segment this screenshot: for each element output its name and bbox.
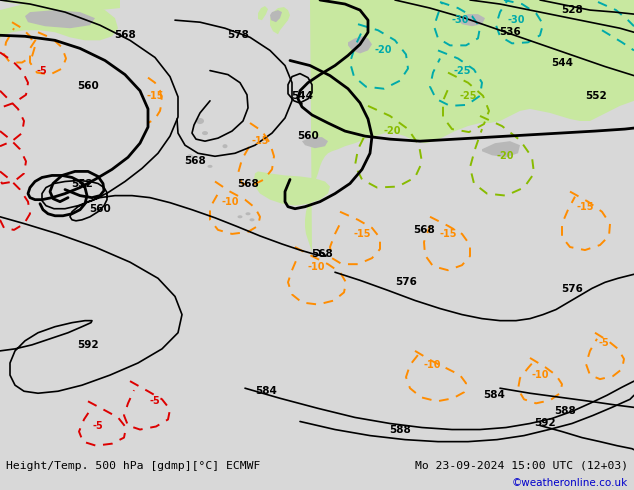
Polygon shape <box>25 10 95 28</box>
Text: 584: 584 <box>255 386 277 396</box>
Ellipse shape <box>196 118 204 124</box>
Text: 576: 576 <box>395 277 417 287</box>
Polygon shape <box>348 36 372 53</box>
Text: -25: -25 <box>459 91 477 101</box>
Text: -20: -20 <box>496 151 514 161</box>
Text: 588: 588 <box>389 424 411 435</box>
Text: 588: 588 <box>554 406 576 416</box>
Text: -30: -30 <box>451 15 469 25</box>
Text: 560: 560 <box>297 131 319 141</box>
Ellipse shape <box>238 215 242 219</box>
Text: 576: 576 <box>561 284 583 294</box>
Text: -10: -10 <box>531 370 549 380</box>
Polygon shape <box>482 141 520 157</box>
Text: -25: -25 <box>453 66 471 75</box>
Text: -15: -15 <box>146 91 164 101</box>
Text: 560: 560 <box>89 204 111 214</box>
Ellipse shape <box>223 144 228 148</box>
Text: -5: -5 <box>598 338 609 348</box>
Text: -20: -20 <box>383 126 401 136</box>
Text: 592: 592 <box>77 340 99 350</box>
Text: -5: -5 <box>37 66 48 75</box>
Polygon shape <box>0 0 120 10</box>
Text: 592: 592 <box>534 418 556 428</box>
Text: 544: 544 <box>551 57 573 68</box>
Text: 578: 578 <box>227 30 249 40</box>
Text: 552: 552 <box>71 178 93 189</box>
Text: 544: 544 <box>291 91 313 101</box>
Ellipse shape <box>187 154 193 158</box>
Text: 568: 568 <box>237 178 259 189</box>
Text: Height/Temp. 500 hPa [gdmp][°C] ECMWF: Height/Temp. 500 hPa [gdmp][°C] ECMWF <box>6 461 261 471</box>
Text: 528: 528 <box>561 5 583 15</box>
Ellipse shape <box>202 131 208 135</box>
Text: -5: -5 <box>150 396 160 406</box>
Text: -20: -20 <box>374 46 392 55</box>
Polygon shape <box>305 0 634 252</box>
Ellipse shape <box>207 165 212 168</box>
Polygon shape <box>310 0 520 111</box>
Polygon shape <box>270 10 282 22</box>
Text: -30: -30 <box>507 15 525 25</box>
Ellipse shape <box>245 212 250 215</box>
Polygon shape <box>0 2 118 40</box>
Text: -15: -15 <box>353 229 371 239</box>
Polygon shape <box>254 172 330 206</box>
Polygon shape <box>270 7 290 34</box>
Text: 552: 552 <box>585 91 607 101</box>
Text: -5: -5 <box>93 420 103 431</box>
Text: 568: 568 <box>114 30 136 40</box>
Text: 568: 568 <box>184 156 206 166</box>
Polygon shape <box>302 137 328 148</box>
Ellipse shape <box>250 219 254 221</box>
Polygon shape <box>458 14 485 26</box>
Text: -10: -10 <box>307 262 325 272</box>
Text: -10: -10 <box>221 196 239 207</box>
Text: -10: -10 <box>424 360 441 370</box>
Polygon shape <box>385 0 634 20</box>
Polygon shape <box>258 6 268 20</box>
Text: -15: -15 <box>576 202 594 212</box>
Text: -15: -15 <box>251 136 269 146</box>
Text: 560: 560 <box>77 81 99 91</box>
Text: Mo 23-09-2024 15:00 UTC (12+03): Mo 23-09-2024 15:00 UTC (12+03) <box>415 461 628 471</box>
Text: ©weatheronline.co.uk: ©weatheronline.co.uk <box>512 478 628 488</box>
Text: 584: 584 <box>483 390 505 400</box>
Text: 568: 568 <box>311 249 333 259</box>
Text: 568: 568 <box>413 225 435 235</box>
Text: -15: -15 <box>439 229 456 239</box>
Text: 536: 536 <box>499 27 521 37</box>
